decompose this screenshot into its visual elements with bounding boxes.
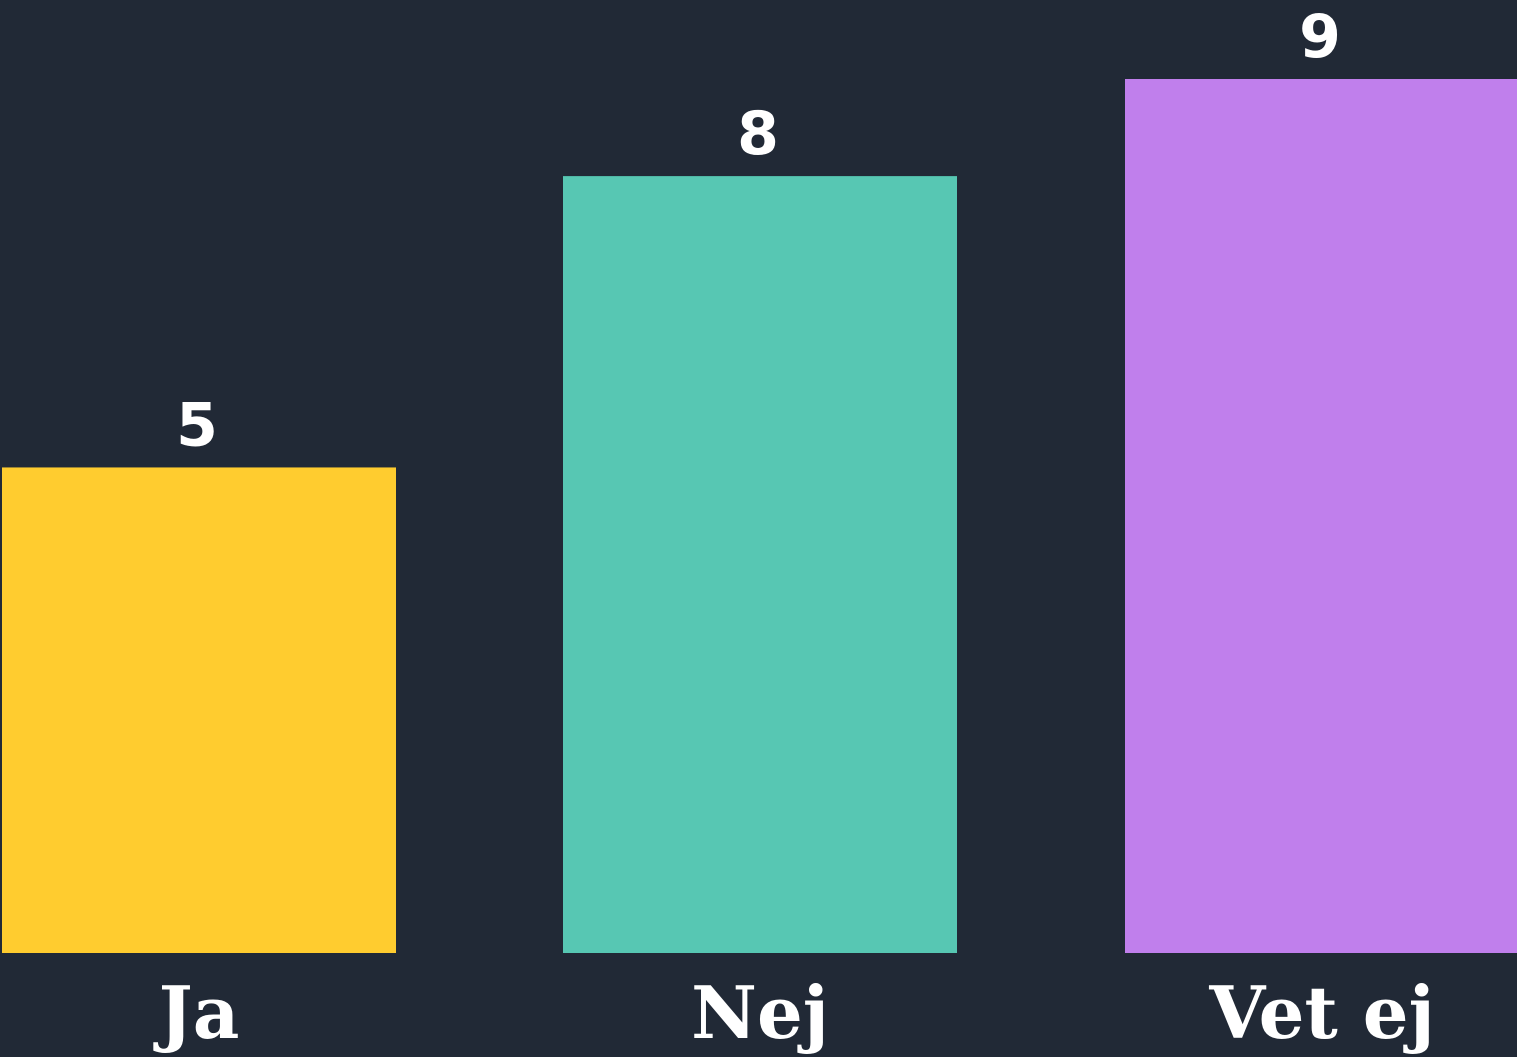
value-labels-group: 5 8 9: [176, 2, 1341, 460]
value-label-ja: 5: [176, 390, 218, 460]
bar-nej: [563, 176, 957, 954]
value-label-nej: 8: [737, 99, 779, 169]
category-label-vet-ej: Vet ej: [1208, 970, 1434, 1055]
bar-ja: [2, 467, 396, 953]
category-label-ja: Ja: [153, 970, 240, 1055]
category-labels-group: Ja Nej Vet ej: [153, 970, 1435, 1055]
category-label-nej: Nej: [691, 970, 829, 1055]
bars-group: [2, 79, 1517, 954]
value-label-vet-ej: 9: [1299, 2, 1341, 72]
bar-vet-ej: [1125, 79, 1517, 953]
